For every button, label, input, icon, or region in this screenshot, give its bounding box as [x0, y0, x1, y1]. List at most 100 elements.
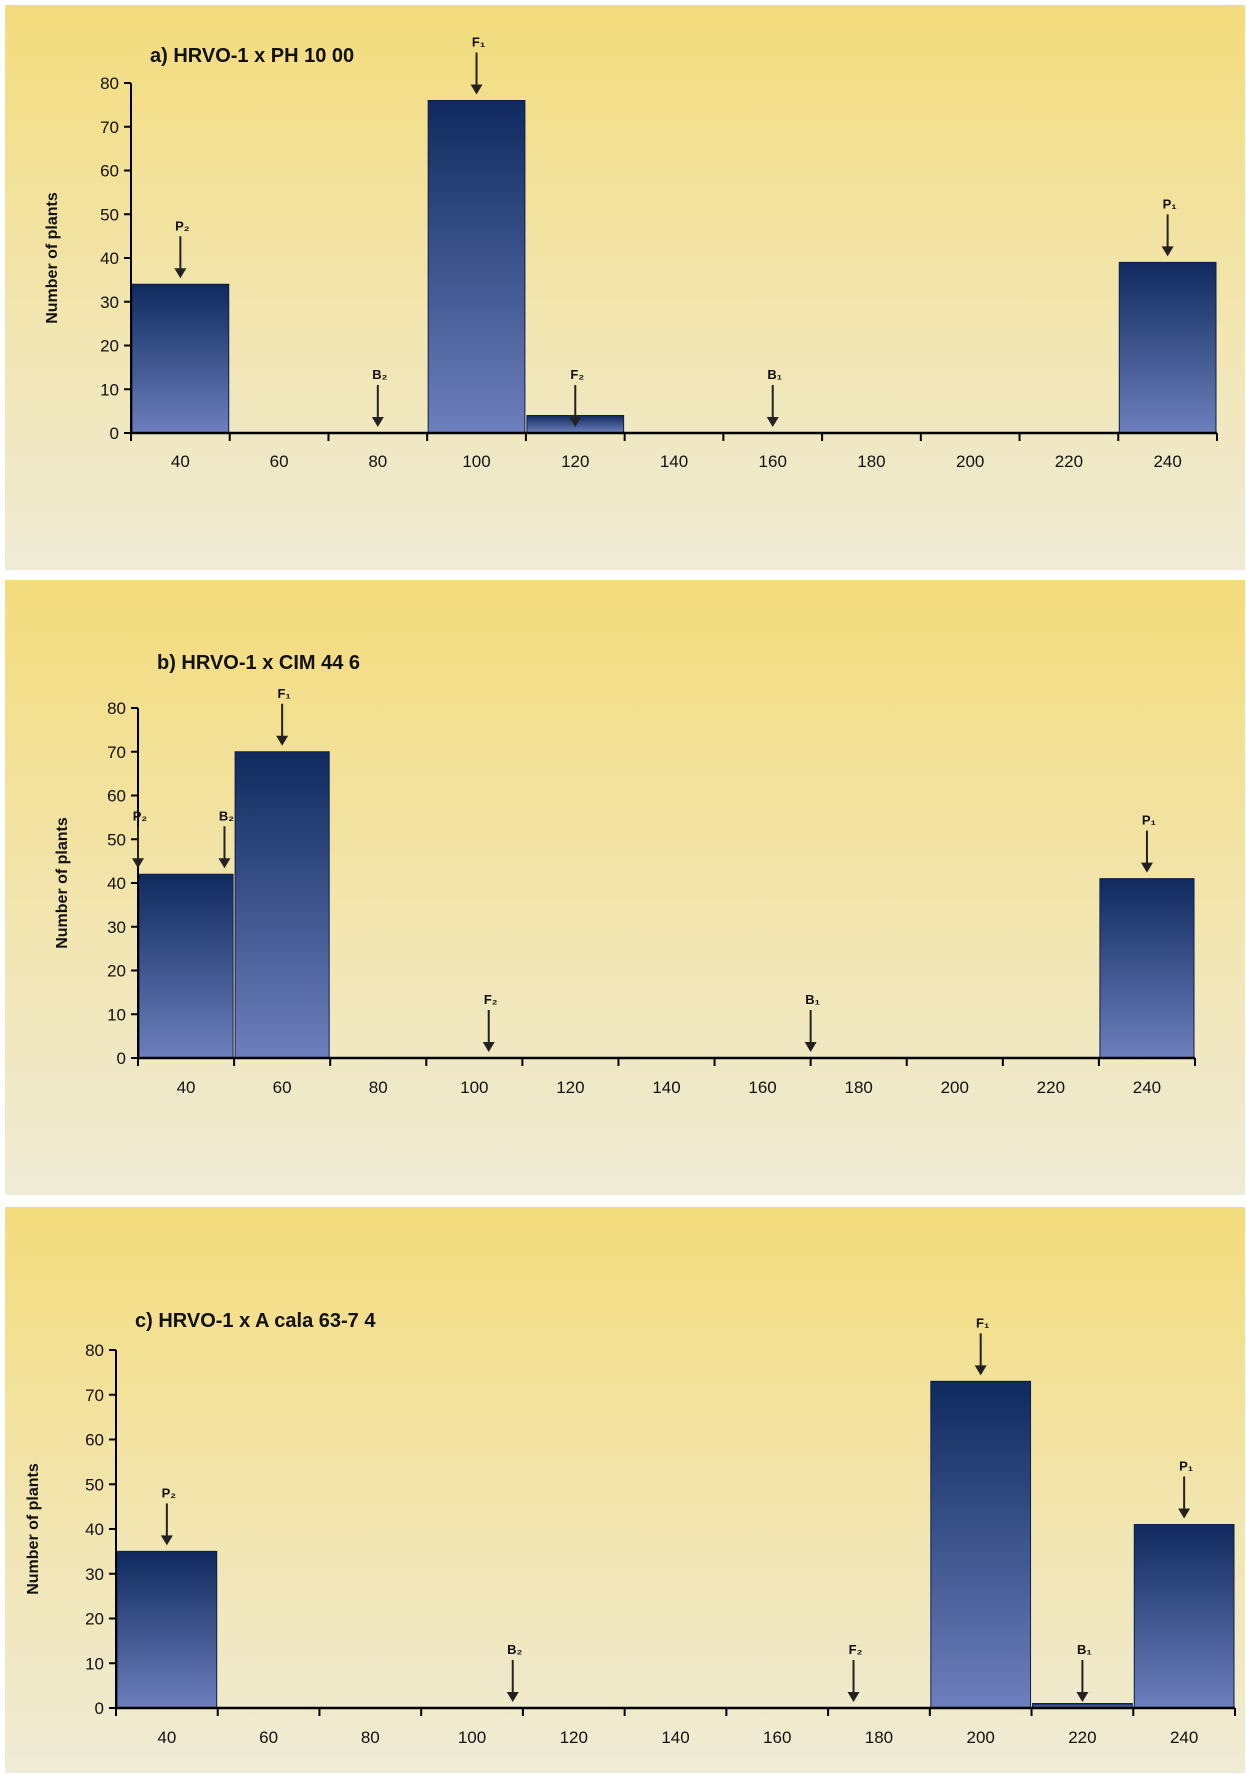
- bar-200: [930, 1380, 1032, 1709]
- chart-title: b) HRVO-1 x CIM 44 6: [157, 652, 360, 674]
- x-tick-label: 100: [462, 452, 490, 471]
- y-tick-label: 60: [107, 787, 126, 806]
- x-tick-label: 60: [259, 1728, 278, 1747]
- x-tick-label: 60: [270, 452, 289, 471]
- marker-label: P₁: [1179, 1459, 1193, 1474]
- marker-arrow-head: [804, 1042, 817, 1052]
- bar-40: [131, 283, 230, 434]
- marker-label: P₁: [1163, 196, 1177, 211]
- x-tick-label: 140: [652, 1078, 680, 1097]
- x-tick-label: 220: [1037, 1078, 1065, 1097]
- y-tick-label: 10: [85, 1654, 104, 1673]
- x-tick-label: 100: [458, 1728, 486, 1747]
- marker-label: F₁: [277, 686, 290, 701]
- y-tick-label: 0: [110, 424, 119, 443]
- y-tick-label: 20: [100, 337, 119, 356]
- x-tick-label: 240: [1133, 1078, 1161, 1097]
- marker-label: B₂: [219, 808, 234, 823]
- marker-arrow-head: [470, 84, 483, 95]
- y-tick-label: 50: [107, 830, 126, 849]
- marker-label: P₂: [162, 1485, 177, 1500]
- marker-arrow-head: [276, 735, 289, 746]
- marker-label: B₁: [805, 992, 820, 1007]
- x-tick-label: 160: [763, 1728, 791, 1747]
- bar-240: [1133, 1524, 1235, 1709]
- x-tick-label: 100: [460, 1078, 488, 1097]
- bar-40: [138, 873, 234, 1059]
- x-tick-label: 180: [865, 1728, 893, 1747]
- x-tick-label: 220: [1068, 1728, 1096, 1747]
- y-axis-label: Number of plants: [25, 1463, 42, 1595]
- y-tick-label: 60: [85, 1431, 104, 1450]
- x-tick-label: 160: [748, 1078, 776, 1097]
- y-tick-label: 40: [107, 874, 126, 893]
- chart-panel-c: c) HRVO-1 x A cala 63-7 4 Number of plant…: [5, 1207, 1245, 1773]
- x-tick-label: 40: [171, 452, 190, 471]
- y-tick-label: 0: [95, 1699, 104, 1718]
- y-tick-label: 70: [107, 743, 126, 762]
- y-tick-label: 30: [85, 1565, 104, 1584]
- x-tick-label: 140: [660, 452, 688, 471]
- y-tick-label: 30: [107, 918, 126, 937]
- bar-240: [1118, 261, 1217, 434]
- marker-label: B₂: [372, 367, 387, 382]
- bar-60: [234, 751, 330, 1059]
- x-tick-label: 200: [966, 1728, 994, 1747]
- marker-arrow-head: [1076, 1692, 1089, 1702]
- marker-arrow-head: [160, 1535, 173, 1546]
- chart-c: c) HRVO-1 x A cala 63-7 4 Number of plant…: [25, 1310, 1236, 1747]
- marker-label: F₂: [849, 1642, 863, 1657]
- x-tick-label: 40: [177, 1078, 196, 1097]
- y-tick-label: 10: [107, 1005, 126, 1024]
- marker-arrow-head: [482, 1042, 495, 1052]
- chart-title: c) HRVO-1 x A cala 63-7 4: [135, 1310, 376, 1332]
- chart-a: a) HRVO-1 x PH 10 00 Number of plants 0 10 2…: [44, 35, 1218, 471]
- marker-arrow-head: [974, 1365, 987, 1376]
- marker-arrow-head: [371, 417, 384, 427]
- marker-label: F₂: [484, 992, 498, 1007]
- chart-panel-a: a) HRVO-1 x PH 10 00 Number of plants 0 10 2…: [5, 5, 1245, 570]
- marker-label: B₁: [767, 367, 782, 382]
- x-tick-label: 140: [661, 1728, 689, 1747]
- y-tick-label: 30: [100, 293, 119, 312]
- x-tick-label: 240: [1153, 452, 1181, 471]
- y-tick-label: 50: [100, 205, 119, 224]
- marker-label: P₂: [175, 218, 190, 233]
- x-tick-label: 80: [361, 1728, 380, 1747]
- bar-240: [1099, 878, 1195, 1059]
- y-tick-label: 70: [100, 118, 119, 137]
- marker-label: F₂: [570, 367, 584, 382]
- y-tick-label: 70: [85, 1386, 104, 1405]
- x-tick-label: 180: [844, 1078, 872, 1097]
- marker-arrow-head: [847, 1692, 860, 1702]
- marker-label: P₂: [133, 808, 148, 823]
- x-tick-label: 60: [273, 1078, 292, 1097]
- y-tick-label: 60: [100, 162, 119, 181]
- x-tick-label: 160: [759, 452, 787, 471]
- y-axis-label: Number of plants: [54, 817, 71, 949]
- y-tick-label: 50: [85, 1475, 104, 1494]
- marker-label: F₁: [976, 1315, 989, 1330]
- x-tick-label: 180: [857, 452, 885, 471]
- x-tick-label: 80: [369, 1078, 388, 1097]
- marker-arrow-head: [174, 268, 187, 279]
- chart-b: b) HRVO-1 x CIM 44 6 Number of plants 0 10 2…: [54, 652, 1196, 1097]
- x-tick-label: 120: [556, 1078, 584, 1097]
- bar-100: [427, 100, 526, 434]
- bar-40: [116, 1550, 218, 1709]
- marker-arrow-head: [1140, 862, 1153, 873]
- y-tick-label: 80: [107, 699, 126, 718]
- x-tick-label: 220: [1055, 452, 1083, 471]
- y-tick-label: 0: [117, 1049, 126, 1068]
- x-tick-label: 200: [956, 452, 984, 471]
- y-tick-label: 20: [107, 962, 126, 981]
- x-tick-label: 200: [941, 1078, 969, 1097]
- x-tick-label: 240: [1170, 1728, 1198, 1747]
- y-tick-label: 10: [100, 380, 119, 399]
- x-tick-label: 80: [368, 452, 387, 471]
- marker-label: P₁: [1142, 813, 1156, 828]
- y-tick-label: 40: [85, 1520, 104, 1539]
- y-tick-label: 80: [100, 74, 119, 93]
- marker-arrow-head: [1178, 1508, 1191, 1519]
- marker-arrow-head: [218, 858, 231, 869]
